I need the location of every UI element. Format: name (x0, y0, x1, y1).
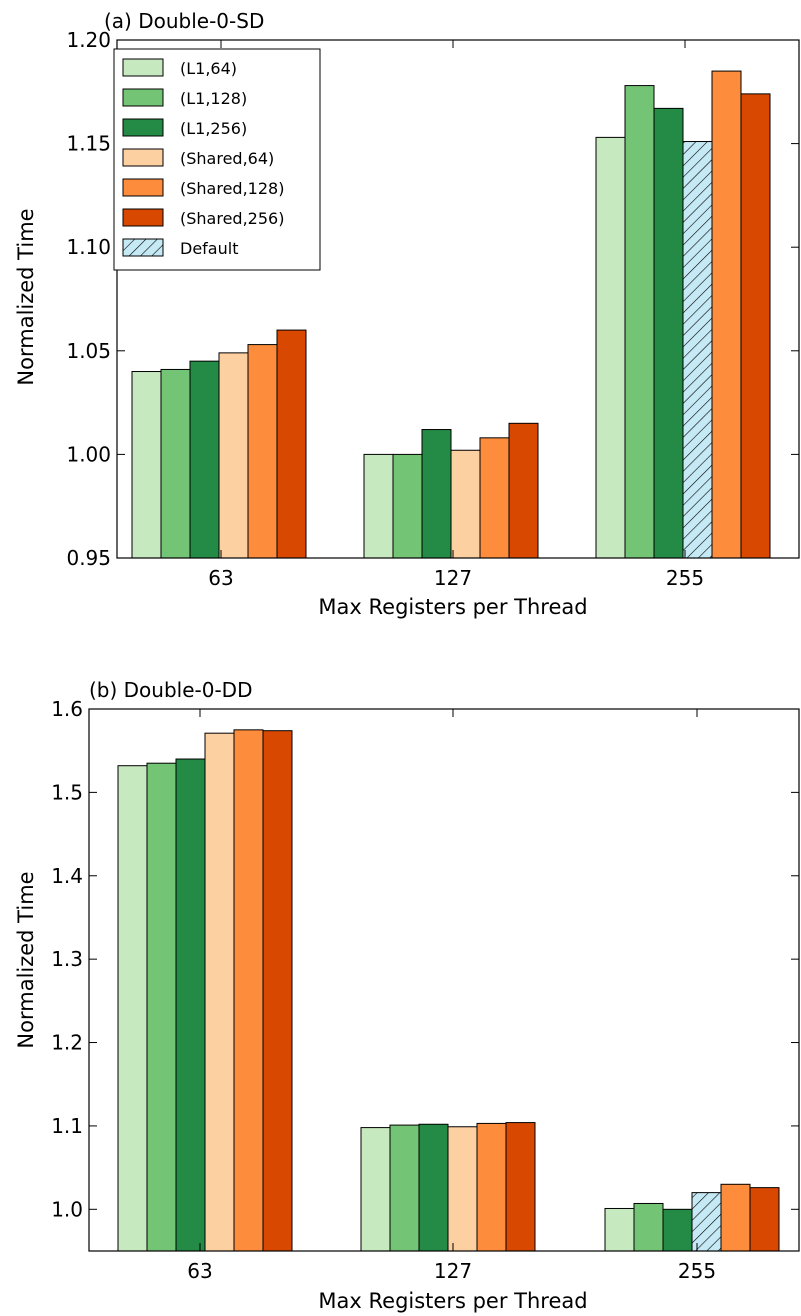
x-axis-label: Max Registers per Thread (318, 595, 587, 619)
x-tick-label: 63 (187, 1259, 212, 1283)
y-tick-label: 1.15 (66, 132, 111, 156)
plot-area (88, 708, 800, 1252)
x-ticks: 63 127 255 (187, 709, 716, 1283)
bar-l1-128-63 (146, 762, 177, 1252)
plot-area (116, 39, 800, 559)
legend-label: (Shared,256) (180, 209, 284, 228)
bar-shared-64-63 (204, 732, 235, 1252)
y-tick-label: 1.4 (51, 864, 83, 888)
bar-l1-64-63 (131, 371, 162, 559)
y-tick-label: 1.10 (66, 235, 111, 259)
bar-l1-64-127 (360, 1127, 391, 1252)
x-tick-label: 127 (434, 566, 472, 590)
bars (117, 729, 780, 1252)
bar-l1-256-63 (175, 758, 206, 1252)
legend-label: Default (180, 239, 238, 258)
chart-panel-b: (b) Double-0-DD Max Registers per Thread… (14, 678, 800, 1313)
legend-swatch (122, 208, 164, 227)
legend-swatch (122, 118, 164, 137)
y-tick-label: 1.00 (66, 442, 111, 466)
bar-shared-128-255 (711, 70, 742, 559)
bar-l1-128-127 (392, 453, 423, 559)
bar-shared-128-255 (720, 1183, 751, 1252)
bar-l1-128-127 (389, 1124, 420, 1252)
bar-shared-128-63 (247, 344, 278, 559)
bar-shared-256-255 (740, 93, 771, 559)
bar-l1-64-255 (604, 1207, 635, 1252)
bar-shared-64-63 (218, 352, 249, 559)
legend-label: (L1,256) (180, 119, 247, 138)
bar-l1-128-63 (160, 368, 191, 559)
legend-swatch (122, 178, 164, 197)
bar-shared-64-127 (450, 449, 481, 559)
bar-l1-256-63 (189, 360, 220, 559)
y-tick-label: 1.5 (51, 780, 83, 804)
bar-shared-256-255 (749, 1187, 780, 1252)
bar-shared-256-127 (505, 1122, 536, 1252)
bar-shared-128-127 (479, 437, 510, 559)
y-tick-label: 1.2 (51, 1031, 83, 1055)
bar-l1-256-127 (421, 429, 452, 559)
bar-shared-256-127 (508, 422, 539, 559)
legend-label: (L1,64) (180, 59, 237, 78)
legend-label: (Shared,128) (180, 179, 284, 198)
chart-panel-a: (a) Double-0-SD Max Registers per Thread… (14, 9, 800, 619)
legend-swatch (122, 238, 164, 257)
bar-shared-128-63 (233, 729, 264, 1252)
bar-l1-64-255 (595, 136, 626, 559)
bar-shared-256-63 (262, 730, 293, 1252)
y-tick-label: 0.95 (66, 546, 111, 570)
legend-swatch (122, 88, 164, 107)
bar-shared-256-63 (276, 329, 307, 559)
x-tick-label: 127 (434, 1259, 472, 1283)
bars (131, 70, 771, 559)
y-tick-label: 1.3 (51, 947, 83, 971)
y-tick-label: 1.6 (51, 697, 83, 721)
x-ticks: 63 127 255 (208, 40, 704, 590)
chart-title: (a) Double-0-SD (104, 9, 264, 33)
y-ticks: 1.0 1.1 1.2 1.3 1.4 1.5 1.6 (51, 697, 799, 1221)
x-axis-label: Max Registers per Thread (318, 1289, 587, 1313)
bar-l1-64-63 (117, 765, 148, 1252)
y-tick-label: 1.20 (66, 28, 111, 52)
bar-default-255 (682, 141, 713, 559)
bar-l1-256-255 (653, 107, 684, 559)
y-axis-label: Normalized Time (14, 208, 38, 385)
legend-label: (Shared,64) (180, 149, 274, 168)
bar-l1-128-255 (633, 1202, 664, 1252)
x-tick-label: 255 (678, 1259, 716, 1283)
bar-l1-256-255 (662, 1208, 693, 1252)
bar-default-255 (691, 1192, 722, 1252)
legend-swatch (122, 58, 164, 77)
y-tick-label: 1.0 (51, 1197, 83, 1221)
y-tick-label: 1.1 (51, 1114, 83, 1138)
bar-l1-64-127 (363, 453, 394, 559)
chart-title: (b) Double-0-DD (89, 678, 253, 702)
legend: (L1,64) (L1,128) (L1,256) (Shared,64) (Share… (113, 48, 321, 271)
legend-label: (L1,128) (180, 89, 247, 108)
bar-shared-64-127 (447, 1126, 478, 1252)
bar-l1-256-127 (418, 1123, 449, 1252)
x-tick-label: 63 (208, 566, 233, 590)
y-tick-label: 1.05 (66, 339, 111, 363)
bar-shared-128-127 (476, 1122, 507, 1252)
legend-swatch (122, 148, 164, 167)
bar-l1-128-255 (624, 85, 655, 559)
x-tick-label: 255 (666, 566, 704, 590)
y-ticks: 0.95 1.00 1.05 1.10 1.15 1.20 (66, 28, 799, 570)
y-axis-label: Normalized Time (14, 871, 38, 1048)
